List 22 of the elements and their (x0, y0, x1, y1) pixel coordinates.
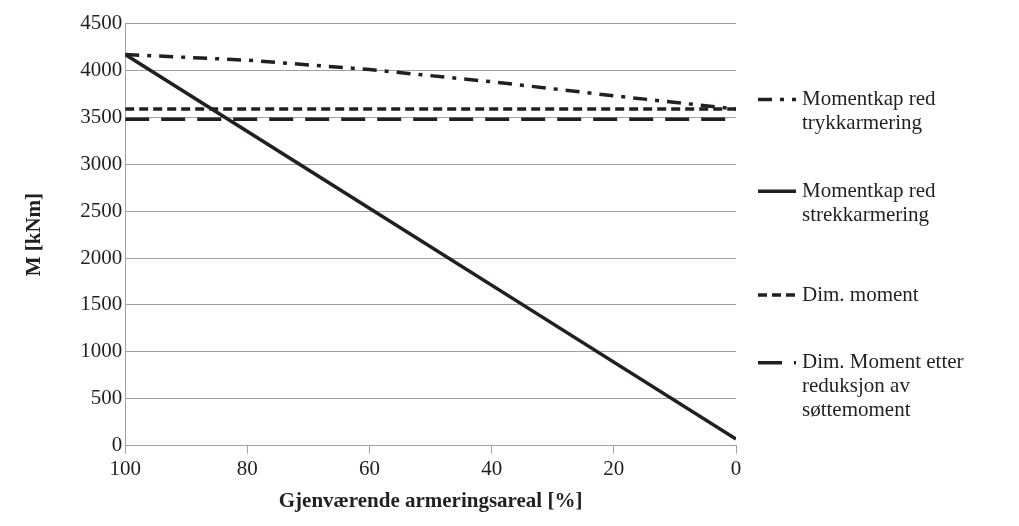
legend-label: Dim. Moment etter reduksjon av søttemoment (802, 349, 964, 422)
legend-label: Momentkap red trykkarmering (802, 86, 937, 135)
y-tick-label: 3500 (80, 103, 123, 128)
y-tick-label: 0 (111, 432, 123, 457)
y-tick-label: 1000 (80, 338, 123, 363)
y-tick-label: 2500 (80, 197, 123, 222)
x-tick-label: 20 (603, 455, 625, 480)
y-tick-label: 1500 (80, 291, 123, 316)
y-tick-label: 500 (90, 385, 123, 410)
legend-label: Dim. moment (802, 281, 919, 306)
y-tick-label: 3000 (80, 150, 123, 175)
x-tick-label: 40 (481, 455, 503, 480)
y-tick-label: 2000 (80, 244, 123, 269)
x-axis-title: Gjenværende armeringsareal [%] (278, 487, 583, 512)
x-tick-label: 60 (359, 455, 381, 480)
y-tick-label: 4000 (80, 57, 123, 81)
x-tick-label: 0 (730, 455, 742, 480)
y-axis-title: M [kNm] (21, 192, 46, 277)
legend-label: Momentkap red strekkarmering (802, 177, 937, 226)
y-tick-label: 4500 (80, 10, 123, 35)
x-tick-label: 100 (109, 455, 141, 480)
x-tick-label: 80 (236, 455, 258, 480)
